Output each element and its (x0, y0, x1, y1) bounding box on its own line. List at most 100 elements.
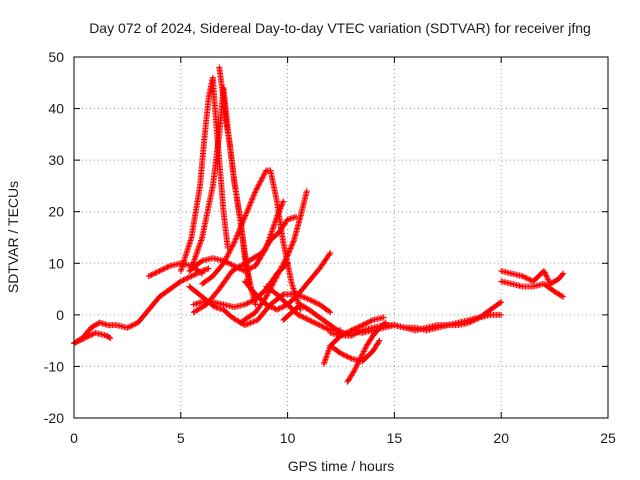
data-point (277, 304, 284, 311)
x-tick-label: 25 (600, 430, 616, 446)
data-point (353, 362, 360, 369)
data-point (251, 318, 258, 325)
data-point (298, 293, 305, 300)
data-point (340, 331, 347, 338)
data-point (281, 259, 288, 266)
data-point (354, 324, 361, 331)
data-point (498, 311, 505, 318)
data-point (195, 246, 202, 253)
data-point (297, 306, 304, 313)
data-point (196, 241, 203, 248)
data-point (305, 296, 312, 303)
data-point (280, 303, 287, 310)
data-point (360, 349, 367, 356)
data-point (352, 325, 359, 332)
data-point (248, 198, 255, 205)
data-point (255, 182, 262, 189)
data-point (272, 275, 279, 282)
data-point (145, 273, 152, 280)
data-point (249, 264, 256, 271)
data-point (558, 293, 565, 300)
data-point (303, 295, 310, 302)
data-point (344, 353, 351, 360)
data-point (542, 270, 549, 277)
data-point (164, 264, 171, 271)
data-point (251, 189, 258, 196)
data-point (258, 175, 265, 182)
data-point (271, 221, 278, 228)
data-point (362, 320, 369, 327)
data-point (229, 242, 236, 249)
data-point (125, 324, 132, 331)
data-point (284, 252, 291, 259)
data-point (361, 347, 368, 354)
data-point (251, 190, 258, 197)
data-point (148, 271, 155, 278)
data-point (252, 301, 259, 308)
series-arc-m (241, 251, 333, 313)
data-point (288, 242, 295, 249)
data-point (233, 233, 240, 240)
data-point (77, 336, 84, 343)
chart-title: Day 072 of 2024, Sidereal Day-to-day VTE… (89, 20, 591, 36)
data-point (286, 248, 293, 255)
data-point (192, 253, 199, 260)
data-point (300, 294, 307, 301)
data-point (260, 172, 267, 179)
data-point (325, 326, 332, 333)
data-point (87, 332, 94, 339)
data-point (269, 225, 276, 232)
y-tick-label: -10 (44, 358, 64, 374)
data-point (244, 321, 251, 328)
data-point (269, 304, 276, 311)
data-point (210, 303, 217, 310)
data-point (299, 313, 306, 320)
grid (74, 57, 608, 418)
data-point (205, 265, 212, 272)
data-point (339, 331, 346, 338)
data-point (375, 338, 382, 345)
data-point (264, 291, 271, 298)
data-point (236, 226, 243, 233)
data-point (188, 273, 195, 280)
x-tick-label: 0 (70, 430, 78, 446)
data-point (338, 332, 344, 339)
data-point (165, 263, 172, 270)
data-point (295, 311, 302, 318)
data-point (269, 227, 276, 234)
data-point (560, 293, 567, 300)
data-point (231, 239, 238, 246)
data-point (368, 317, 375, 324)
data-point (273, 306, 280, 313)
data-point (358, 352, 365, 359)
data-point (183, 275, 190, 282)
data-point (359, 322, 366, 329)
data-point (73, 338, 80, 345)
data-point (243, 300, 250, 307)
data-point (177, 278, 184, 285)
data-point (326, 251, 333, 258)
data-point (85, 333, 92, 340)
data-point (247, 298, 254, 305)
data-point (225, 250, 232, 257)
data-point (241, 268, 248, 275)
data-point (279, 262, 286, 269)
data-point (312, 299, 319, 306)
data-points (71, 64, 567, 385)
data-point (185, 274, 192, 281)
data-point (221, 257, 228, 264)
data-point (540, 268, 547, 275)
data-point (269, 281, 276, 288)
data-point (246, 202, 253, 209)
data-point (243, 267, 250, 274)
data-point (128, 322, 135, 329)
data-point (276, 305, 283, 312)
data-point (346, 328, 353, 335)
data-point (238, 221, 245, 228)
data-point (321, 324, 328, 331)
data-point (196, 243, 203, 250)
data-point (250, 193, 257, 200)
data-point (197, 269, 204, 276)
data-point (277, 266, 284, 273)
